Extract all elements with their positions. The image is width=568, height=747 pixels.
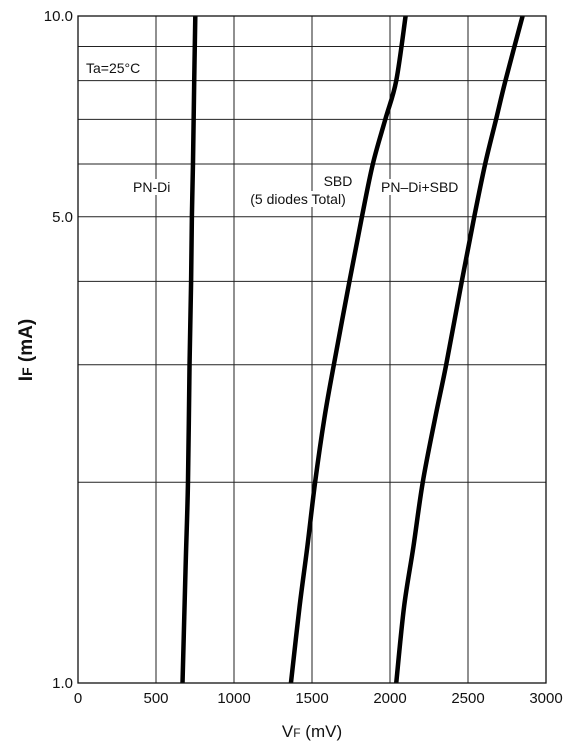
grid [78,16,546,683]
x-tick-label: 2000 [373,690,406,707]
y-tick-label: 10.0 [44,8,73,25]
x-tick-label: 3000 [529,690,562,707]
x-axis-label: VF (mV) [282,722,342,741]
y-tick-label: 5.0 [52,209,73,226]
series-line-pn-di [183,16,196,683]
pn-di-sbd-label: PN–Di+SBD [381,179,458,195]
series-line-sbd [291,16,406,683]
y-axis-label: IF (mA) [16,319,37,381]
series-line-pn-di-sbd [396,16,522,683]
x-tick-label: 1500 [295,690,328,707]
x-tick-label: 0 [74,690,82,707]
sbd-label: SBD [324,173,353,189]
temperature-annotation: Ta=25°C [86,60,140,76]
y-tick-label: 1.0 [52,675,73,692]
x-tick-label: 2500 [451,690,484,707]
tick-labels: 0 500 1000 1500 2000 2500 3000 1.0 5.0 10.0 [44,8,563,707]
x-tick-label: 1000 [217,690,250,707]
x-tick-label: 500 [143,690,168,707]
sbd-sublabel: (5 diodes Total) [250,191,345,207]
pn-di-label: PN-Di [133,179,170,195]
